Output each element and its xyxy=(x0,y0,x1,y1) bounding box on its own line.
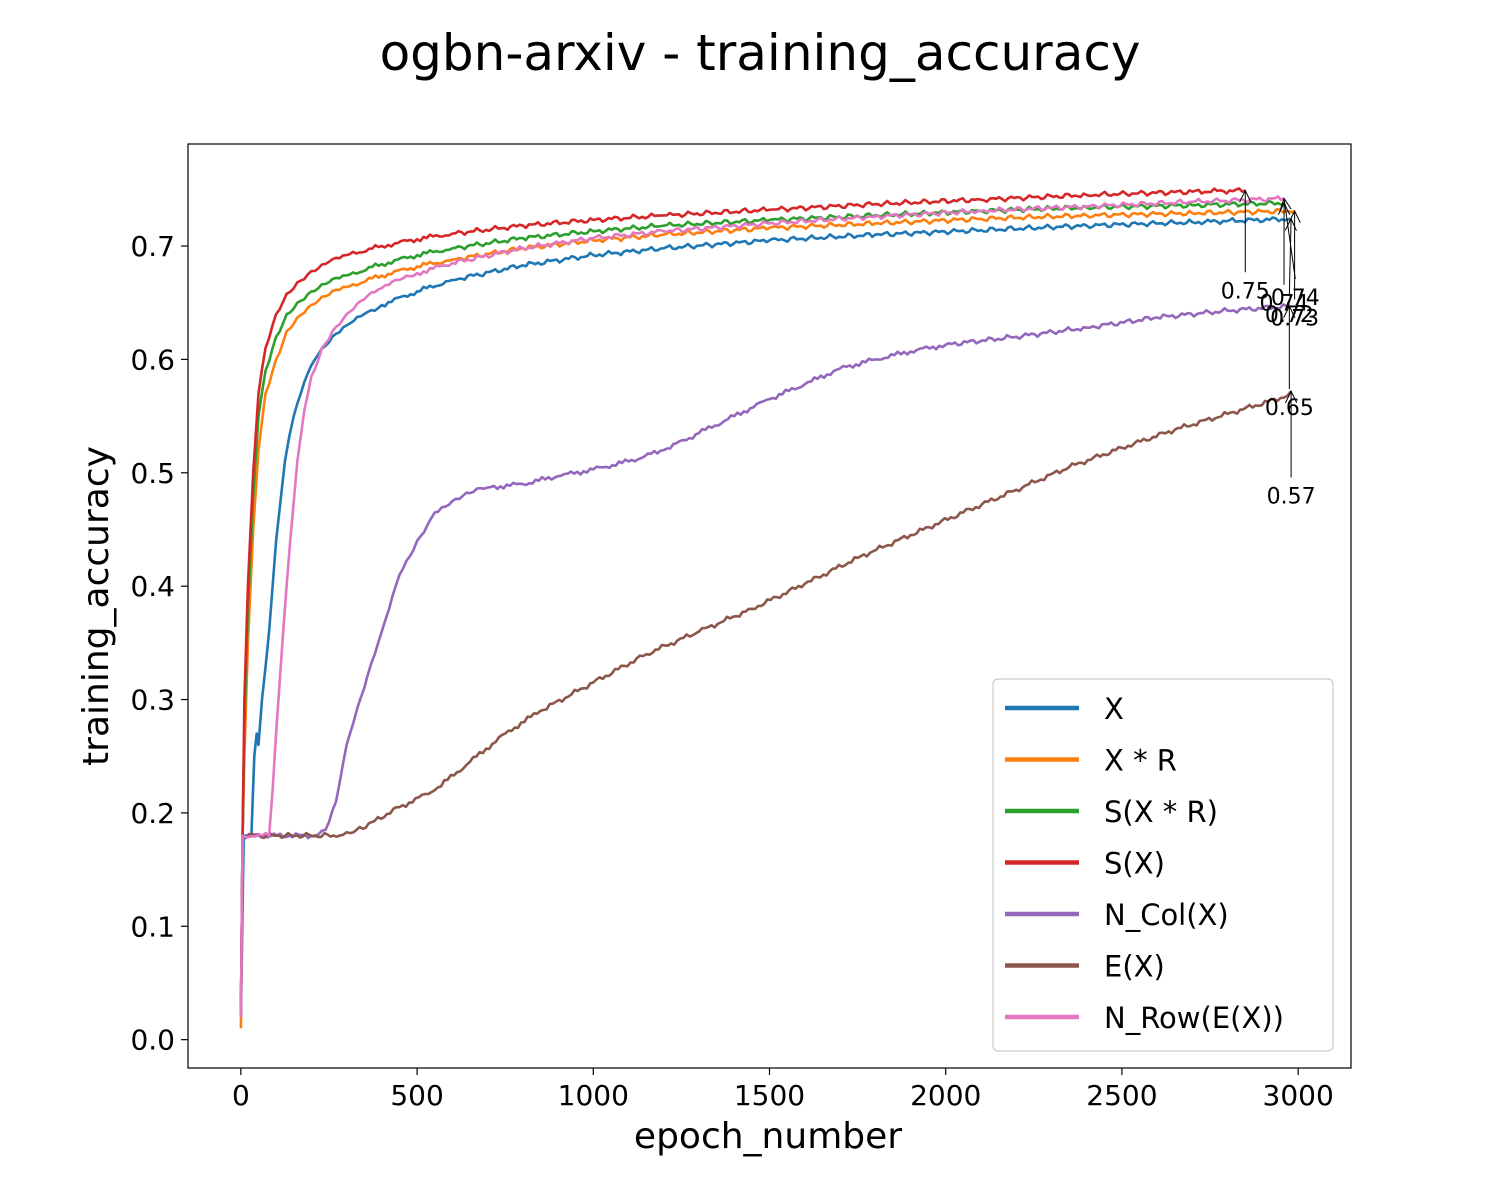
x-axis: 0 500 1000 1500 2000 2500 3000 xyxy=(232,1068,1334,1112)
annotation-arrowhead xyxy=(1284,390,1298,404)
annotation-arrowhead xyxy=(1279,197,1292,211)
y-tick-label: 0.3 xyxy=(130,684,175,717)
annotation-arrowhead xyxy=(1283,304,1296,319)
y-tick-label: 0.1 xyxy=(130,910,175,943)
annotation-label: 0.74 xyxy=(1271,286,1320,311)
x-tick-label: 2500 xyxy=(1086,1079,1157,1112)
x-tick-label: 3000 xyxy=(1263,1079,1334,1112)
series-layer xyxy=(239,187,1296,1029)
annotation-label: 0.57 xyxy=(1267,484,1316,509)
legend-label: X * R xyxy=(1104,744,1177,778)
y-tick-label: 0.0 xyxy=(130,1024,175,1057)
x-tick-label: 2000 xyxy=(910,1079,981,1112)
annotation-arrow xyxy=(1288,218,1292,297)
annotation-layer: 0.720.730.740.75 0.740.650.57 xyxy=(1221,189,1320,509)
annotation-label: 0.65 xyxy=(1265,396,1314,421)
legend-label: S(X * R) xyxy=(1104,795,1218,829)
series-line-6 xyxy=(239,195,1285,1018)
series-line-1 xyxy=(239,208,1296,1029)
legend-label: N_Row(E(X)) xyxy=(1104,1001,1284,1035)
series-line-0 xyxy=(239,216,1292,1018)
chart-title: ogbn-arxiv - training_accuracy xyxy=(380,24,1141,82)
legend-label: X xyxy=(1104,692,1124,726)
y-axis: 0.0 0.1 0.2 0.3 0.4 0.5 0.6 0.7 xyxy=(130,230,188,1057)
series-line-5 xyxy=(239,390,1293,1018)
legend-label: E(X) xyxy=(1104,950,1165,984)
legend: X X * R S(X * R) S(X) N_Col(X) E(X) N_Row(E(X)… xyxy=(992,678,1334,1052)
series-line-3 xyxy=(239,187,1246,1018)
annotation-label: 0.75 xyxy=(1221,279,1270,304)
x-tick-label: 1500 xyxy=(734,1079,805,1112)
series-line-2 xyxy=(239,199,1285,1018)
y-tick-label: 0.2 xyxy=(130,797,175,830)
legend-label: N_Col(X) xyxy=(1104,898,1229,932)
series-line-4 xyxy=(239,303,1290,1018)
annotation-arrow xyxy=(1283,198,1296,280)
x-tick-label: 0 xyxy=(232,1079,250,1112)
y-axis-title: training_accuracy xyxy=(76,446,117,766)
annotation-label: 0.74 xyxy=(1260,292,1309,317)
y-tick-label: 0.4 xyxy=(130,570,175,603)
y-tick-label: 0.7 xyxy=(130,230,175,263)
x-tick-label: 500 xyxy=(390,1079,443,1112)
annotation-arrowhead xyxy=(1288,209,1301,223)
legend-box xyxy=(992,678,1334,1052)
x-axis-title: epoch_number xyxy=(634,1116,902,1157)
legend-label: S(X) xyxy=(1104,847,1165,881)
annotation-label: 0.73 xyxy=(1270,306,1319,331)
annotation-arrowhead xyxy=(1239,189,1252,203)
y-tick-label: 0.6 xyxy=(130,343,175,376)
y-tick-label: 0.5 xyxy=(130,457,175,490)
x-tick-label: 1000 xyxy=(558,1079,629,1112)
